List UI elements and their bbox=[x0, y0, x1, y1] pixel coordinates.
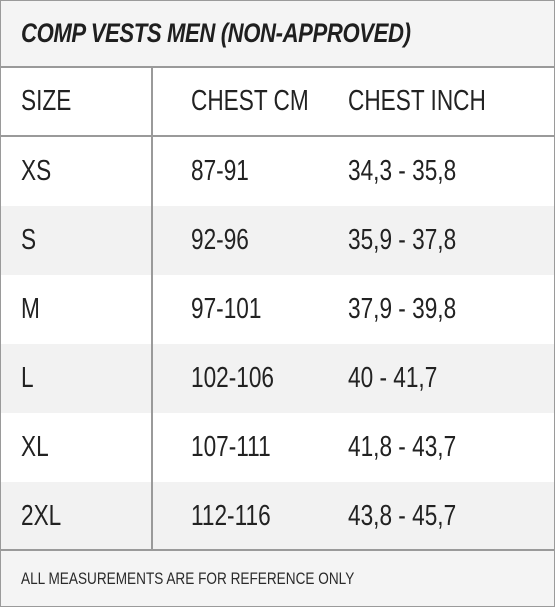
chest-inch-cell: 43,8 - 45,7 bbox=[348, 482, 554, 551]
chest-inch-value: 43,8 - 45,7 bbox=[348, 500, 457, 532]
chest-inch-value: 34,3 - 35,8 bbox=[348, 155, 457, 187]
chest-inch-value: 41,8 - 43,7 bbox=[348, 431, 457, 463]
size-value: S bbox=[21, 224, 37, 256]
chest-cm-cell: 107-111 bbox=[153, 413, 348, 482]
size-cell: 2XL bbox=[1, 482, 153, 551]
chart-title: COMP VESTS MEN (NON-APPROVED) bbox=[21, 18, 411, 48]
chest-cm-value: 102-106 bbox=[191, 362, 275, 394]
table-row: M 97-101 37,9 - 39,8 bbox=[1, 275, 554, 344]
chest-inch-cell: 35,9 - 37,8 bbox=[348, 206, 554, 275]
size-cell: XL bbox=[1, 413, 153, 482]
size-cell: S bbox=[1, 206, 153, 275]
size-cell: L bbox=[1, 344, 153, 413]
size-value: M bbox=[21, 293, 40, 325]
size-value: XL bbox=[21, 431, 49, 463]
table-row: XS 87-91 34,3 - 35,8 bbox=[1, 137, 554, 206]
table-row: S 92-96 35,9 - 37,8 bbox=[1, 206, 554, 275]
chest-cm-value: 87-91 bbox=[191, 155, 249, 187]
chest-inch-cell: 40 - 41,7 bbox=[348, 344, 554, 413]
table-row: L 102-106 40 - 41,7 bbox=[1, 344, 554, 413]
size-value: 2XL bbox=[21, 500, 62, 532]
header-chest-inch-cell: CHEST INCH bbox=[348, 68, 554, 135]
chest-inch-cell: 34,3 - 35,8 bbox=[348, 137, 554, 206]
header-size-cell: SIZE bbox=[1, 68, 153, 135]
chest-cm-cell: 112-116 bbox=[153, 482, 348, 551]
size-table: SIZE CHEST CM CHEST INCH XS 87-91 34,3 -… bbox=[1, 68, 554, 551]
chest-inch-value: 40 - 41,7 bbox=[348, 362, 438, 394]
footer-note: ALL MEASUREMENTS ARE FOR REFERENCE ONLY bbox=[21, 568, 355, 588]
chest-cm-value: 112-116 bbox=[191, 500, 271, 532]
header-size: SIZE bbox=[21, 85, 72, 117]
size-value: XS bbox=[21, 155, 52, 187]
chest-inch-cell: 37,9 - 39,8 bbox=[348, 275, 554, 344]
chest-cm-value: 97-101 bbox=[191, 293, 262, 325]
size-value: L bbox=[21, 362, 34, 394]
size-cell: XS bbox=[1, 137, 153, 206]
chest-cm-value: 92-96 bbox=[191, 224, 249, 256]
header-chest-inch: CHEST INCH bbox=[348, 85, 486, 117]
footer-note-bar: ALL MEASUREMENTS ARE FOR REFERENCE ONLY bbox=[1, 549, 554, 606]
table-row: 2XL 112-116 43,8 - 45,7 bbox=[1, 482, 554, 551]
chest-inch-value: 35,9 - 37,8 bbox=[348, 224, 457, 256]
size-cell: M bbox=[1, 275, 153, 344]
chest-cm-cell: 87-91 bbox=[153, 137, 348, 206]
header-chest-cm-cell: CHEST CM bbox=[153, 68, 348, 135]
title-bar: COMP VESTS MEN (NON-APPROVED) bbox=[1, 1, 554, 68]
table-row: XL 107-111 41,8 - 43,7 bbox=[1, 413, 554, 482]
chest-inch-cell: 41,8 - 43,7 bbox=[348, 413, 554, 482]
chest-cm-value: 107-111 bbox=[191, 431, 271, 463]
chest-cm-cell: 97-101 bbox=[153, 275, 348, 344]
chest-inch-value: 37,9 - 39,8 bbox=[348, 293, 457, 325]
header-chest-cm: CHEST CM bbox=[191, 85, 309, 117]
table-header-row: SIZE CHEST CM CHEST INCH bbox=[1, 68, 554, 137]
chest-cm-cell: 92-96 bbox=[153, 206, 348, 275]
chest-cm-cell: 102-106 bbox=[153, 344, 348, 413]
